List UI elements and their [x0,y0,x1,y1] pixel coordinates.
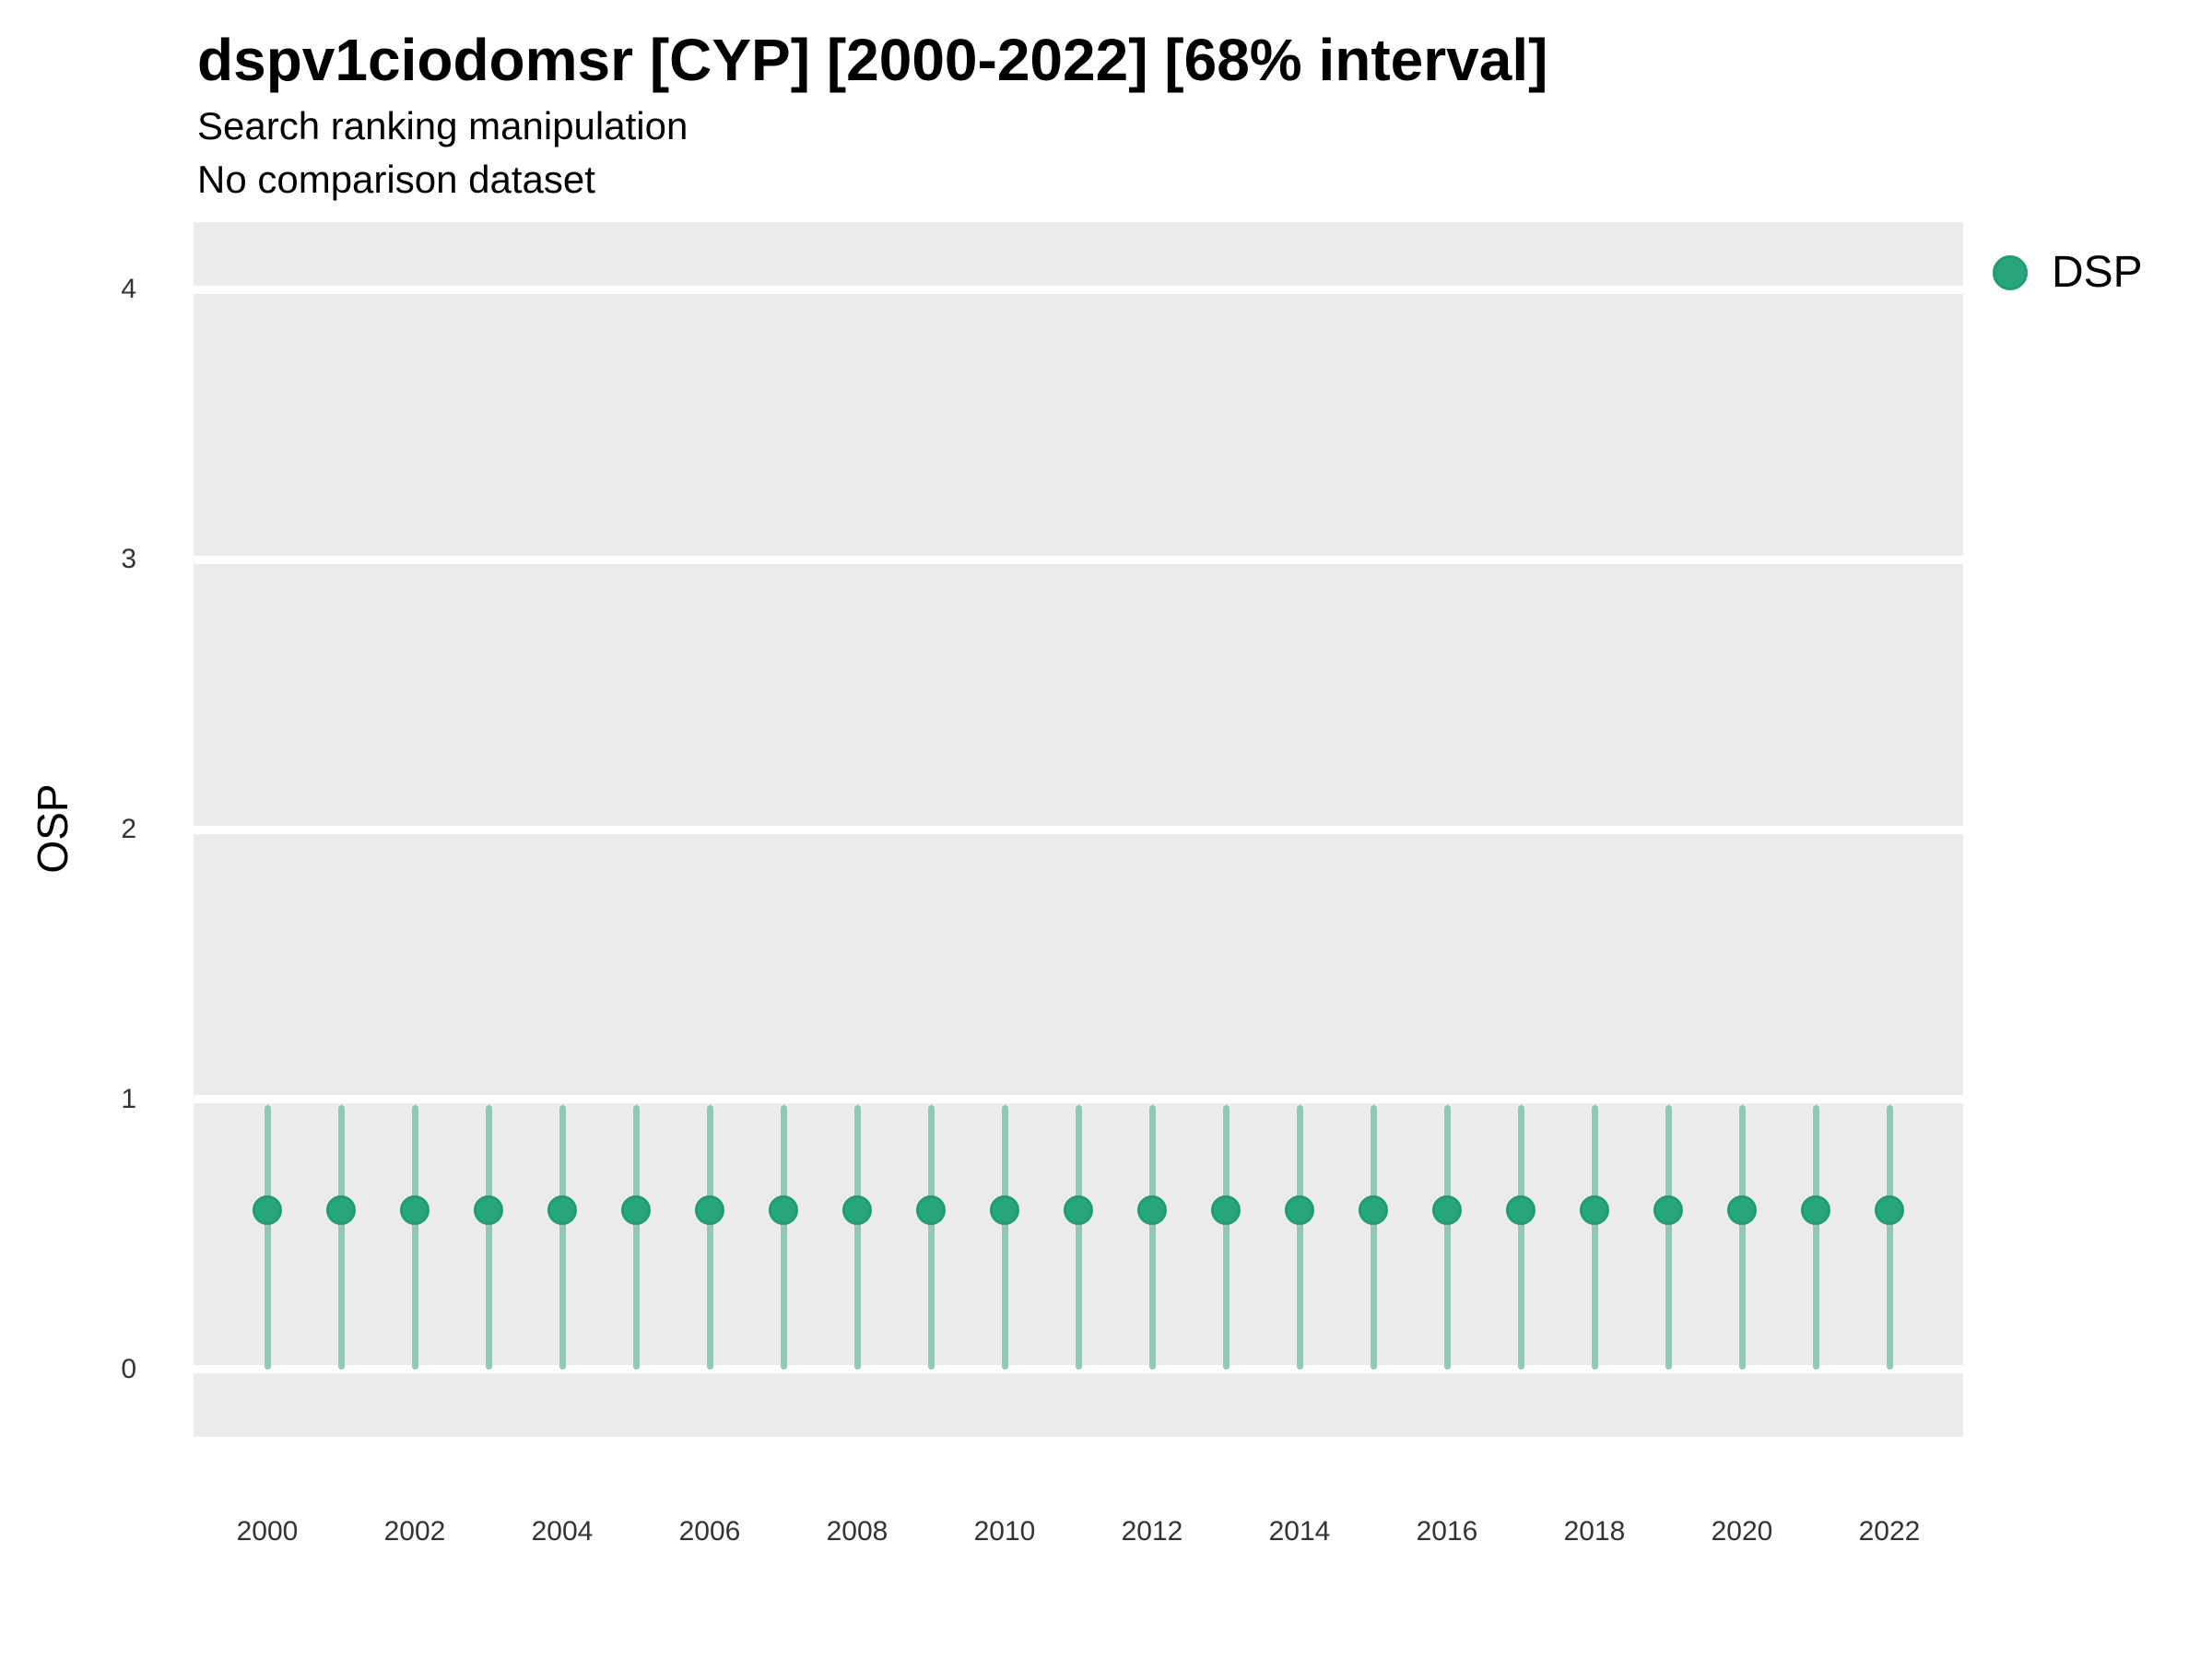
interval-bar-2017 [1517,1104,1524,1370]
chart-subtitle: Search ranking manipulation [197,104,688,147]
data-point-2011 [1064,1194,1093,1225]
data-point-2019 [1653,1194,1683,1225]
gridline-y-4 [194,285,1963,294]
interval-bar-2008 [853,1104,861,1370]
data-point-2005 [621,1194,651,1225]
y-tick-label-3: 3 [121,544,136,575]
legend-point-icon [1993,254,2028,290]
x-tick-label-2008: 2008 [826,1516,888,1547]
data-point-2014 [1285,1194,1314,1225]
interval-bar-2010 [1001,1104,1008,1370]
data-point-2003 [474,1194,503,1225]
data-point-2015 [1359,1194,1388,1225]
interval-bar-2002 [411,1104,418,1370]
y-tick-label-2: 2 [121,814,136,844]
data-point-2009 [916,1194,946,1225]
plot-panel [194,222,1963,1437]
interval-bar-2019 [1665,1104,1672,1370]
data-point-2022 [1875,1194,1904,1225]
interval-bar-2018 [1591,1104,1598,1370]
data-point-2007 [769,1194,798,1225]
interval-bar-2003 [485,1104,492,1370]
interval-bar-2012 [1148,1104,1156,1370]
gridline-y-0 [194,1365,1963,1374]
y-tick-label-1: 1 [121,1083,136,1114]
legend: DSP [1993,247,2143,298]
interval-bar-2015 [1370,1104,1377,1370]
gridline-y-3 [194,555,1963,564]
data-point-2013 [1211,1194,1241,1225]
interval-bar-2016 [1443,1104,1451,1370]
x-tick-label-2014: 2014 [1268,1516,1331,1547]
x-tick-label-2018: 2018 [1563,1516,1626,1547]
interval-bar-2005 [632,1104,640,1370]
data-point-2018 [1580,1194,1609,1225]
data-point-2001 [326,1194,356,1225]
interval-bar-2014 [1296,1104,1303,1370]
interval-bar-2001 [337,1104,345,1370]
interval-bar-2004 [559,1104,566,1370]
interval-bar-2021 [1812,1104,1819,1370]
data-point-2004 [547,1194,577,1225]
data-point-2010 [990,1194,1019,1225]
x-tick-label-2022: 2022 [1858,1516,1921,1547]
data-point-2008 [842,1194,872,1225]
data-point-2012 [1137,1194,1167,1225]
chart-title: dspv1ciodomsr [CYP] [2000-2022] [68% int… [197,27,1548,93]
gridline-y-1 [194,1095,1963,1104]
chart-note: No comparison dataset [197,158,595,201]
gridline-y-2 [194,825,1963,834]
data-point-2006 [695,1194,724,1225]
data-point-2021 [1801,1194,1830,1225]
interval-bar-2013 [1222,1104,1230,1370]
x-tick-label-2012: 2012 [1121,1516,1183,1547]
data-point-2016 [1432,1194,1462,1225]
y-tick-label-0: 0 [121,1353,136,1384]
x-tick-label-2010: 2010 [973,1516,1036,1547]
interval-bar-2011 [1075,1104,1082,1370]
x-tick-label-2016: 2016 [1416,1516,1478,1547]
interval-bar-2000 [264,1104,271,1370]
x-tick-label-2006: 2006 [678,1516,741,1547]
interval-bar-2006 [706,1104,713,1370]
legend-label: DSP [2052,248,2143,297]
x-tick-label-2004: 2004 [531,1516,594,1547]
data-point-2020 [1727,1194,1757,1225]
x-tick-label-2020: 2020 [1711,1516,1773,1547]
interval-bar-2022 [1886,1104,1893,1370]
data-point-2002 [400,1194,429,1225]
data-point-2017 [1506,1194,1535,1225]
interval-bar-2020 [1738,1104,1746,1370]
x-tick-label-2000: 2000 [236,1516,299,1547]
y-tick-label-4: 4 [121,274,136,305]
x-tick-label-2002: 2002 [383,1516,446,1547]
interval-bar-2007 [780,1104,787,1370]
interval-bar-2009 [927,1104,935,1370]
data-point-2000 [253,1194,282,1225]
